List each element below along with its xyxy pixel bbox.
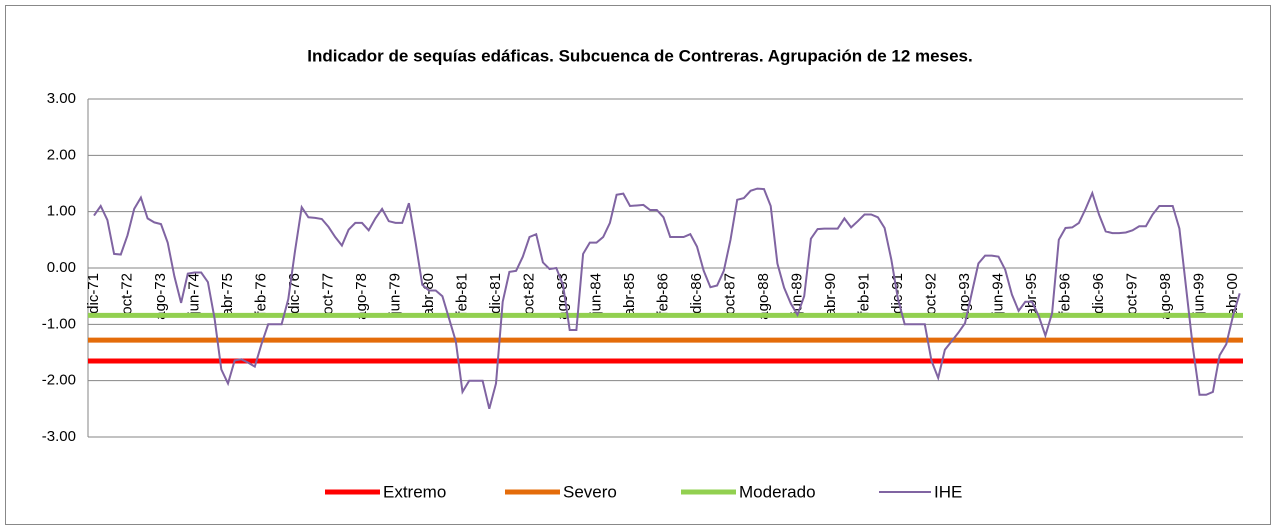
x-tick-label: jun-79 xyxy=(386,273,403,316)
x-tick-label: oct-72 xyxy=(118,273,135,315)
chart-border xyxy=(5,5,1271,525)
x-tick-label: abr-95 xyxy=(1023,273,1040,316)
x-tick-label: ago-98 xyxy=(1157,273,1174,320)
x-tick-label: ago-83 xyxy=(554,273,571,320)
x-tick-label: jun-94 xyxy=(989,273,1006,316)
x-tick-label: oct-87 xyxy=(721,273,738,315)
x-tick-label: dic-96 xyxy=(1090,273,1107,314)
x-tick-label: dic-81 xyxy=(487,273,504,314)
x-tick-label: feb-81 xyxy=(453,273,470,316)
legend-label: Moderado xyxy=(739,482,816,501)
x-tick-label: feb-76 xyxy=(252,273,269,316)
x-tick-label: feb-96 xyxy=(1056,273,1073,316)
x-tick-label: ago-78 xyxy=(353,273,370,320)
y-tick-label: -3.00 xyxy=(42,428,76,445)
x-tick-label: oct-97 xyxy=(1123,273,1140,315)
y-tick-label: -1.00 xyxy=(42,315,76,332)
x-tick-label: oct-82 xyxy=(520,273,537,315)
chart-title: Indicador de sequías edáficas. Subcuenca… xyxy=(307,46,972,65)
x-tick-label: abr-75 xyxy=(219,273,236,316)
x-tick-label: ago-73 xyxy=(152,273,169,320)
x-tick-label: abr-90 xyxy=(822,273,839,316)
x-tick-label: ago-88 xyxy=(755,273,772,320)
x-tick-label: abr-80 xyxy=(420,273,437,316)
x-tick-label: dic-71 xyxy=(85,273,102,314)
x-tick-label: oct-92 xyxy=(922,273,939,315)
x-tick-label: oct-77 xyxy=(319,273,336,315)
x-tick-label: feb-91 xyxy=(855,273,872,316)
legend-label: IHE xyxy=(934,482,962,501)
x-tick-label: jun-89 xyxy=(788,273,805,316)
x-tick-label: feb-86 xyxy=(654,273,671,316)
y-tick-label: 1.00 xyxy=(47,203,76,220)
legend-label: Extremo xyxy=(383,482,446,501)
y-tick-label: 0.00 xyxy=(47,259,76,276)
y-tick-label: 2.00 xyxy=(47,146,76,163)
y-tick-label: 3.00 xyxy=(47,90,76,107)
data-line xyxy=(93,187,1241,410)
x-tick-label: jun-99 xyxy=(1190,273,1207,316)
x-tick-label: jun-84 xyxy=(587,273,604,316)
x-tick-label: abr-85 xyxy=(621,273,638,316)
legend-label: Severo xyxy=(563,482,617,501)
y-tick-label: -2.00 xyxy=(42,372,76,389)
x-tick-label: jun-74 xyxy=(185,273,202,316)
x-tick-label: dic-86 xyxy=(688,273,705,314)
